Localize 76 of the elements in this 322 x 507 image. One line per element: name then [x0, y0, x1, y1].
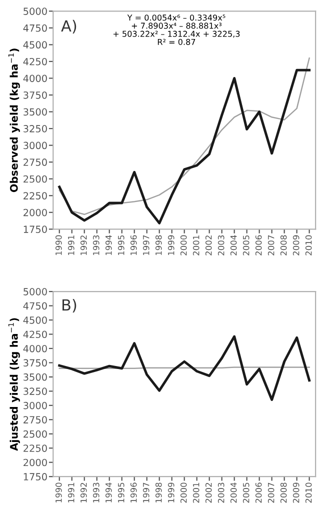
y-axis-title: Ajusted yield (kg ha$^{−1}$) — [8, 318, 20, 451]
y-tick-label: 3500 — [24, 373, 47, 381]
y-axis-title: Observed yield (kg ha$^{−1}$) — [8, 48, 20, 192]
x-tick-label: 2002 — [205, 236, 212, 256]
y-tick-label: 3500 — [24, 108, 47, 116]
y-tick-label: 3750 — [24, 91, 47, 99]
y-tick-label: 5000 — [24, 8, 47, 15]
x-tick-label: 2006 — [255, 235, 262, 256]
x-tick-label: 2007 — [268, 482, 274, 503]
y-tick-label: 2500 — [24, 430, 47, 438]
y-tick-label: 2000 — [24, 458, 47, 466]
x-tick-label: 1995 — [118, 235, 124, 256]
y-tick-label: 3250 — [24, 125, 47, 132]
y-tick-label: 4000 — [23, 344, 47, 352]
x-tick-label: 2005 — [242, 235, 250, 256]
x-tick-label: 2010 — [305, 235, 312, 256]
y-tick-label: 4500 — [23, 41, 47, 49]
x-tick-label: 1997 — [142, 235, 150, 256]
annotation: A) — [61, 20, 76, 34]
y-tick-label: 2250 — [24, 192, 47, 200]
x-tick-label: 2006 — [255, 482, 262, 503]
y-tick-label: 4750 — [23, 302, 47, 310]
x-tick-label: 2004 — [230, 482, 237, 503]
y-tick-label: 3250 — [24, 388, 47, 395]
y-tick-label: 4000 — [23, 74, 47, 82]
x-tick-label: 1994 — [105, 482, 112, 502]
x-tick-label: 2008 — [280, 235, 287, 256]
x-tick-label: 1999 — [168, 482, 174, 502]
y-tick-label: 3750 — [24, 359, 47, 367]
y-tick-label: 2250 — [24, 444, 47, 452]
x-tick-label: 1994 — [105, 235, 112, 256]
y-tick-label: 4250 — [23, 58, 47, 66]
x-tick-label: 1991 — [68, 235, 74, 256]
x-tick-label: 1997 — [142, 482, 150, 502]
y-tick-label: 2750 — [24, 416, 47, 424]
x-tick-label: 2005 — [242, 482, 250, 503]
x-tick-label: 1998 — [155, 482, 162, 502]
x-tick-label: 1993 — [92, 482, 100, 502]
line-series — [58, 335, 311, 401]
y-tick-label: 3000 — [24, 402, 47, 410]
x-tick-label: 2007 — [268, 235, 274, 256]
y-tick-label: 5000 — [24, 288, 47, 296]
y-tick-label: 1750 — [24, 226, 47, 233]
y-tick-label: 2500 — [24, 175, 47, 183]
x-tick-label: 2003 — [218, 482, 224, 503]
x-tick-label: 2010 — [305, 482, 312, 503]
x-tick-label: 2001 — [192, 235, 200, 256]
x-tick-label: 2008 — [280, 482, 287, 503]
x-tick-label: 1996 — [130, 482, 137, 502]
x-tick-label: 1992 — [80, 482, 87, 502]
x-tick-label: 1999 — [168, 235, 174, 256]
x-tick-label: 1990 — [55, 235, 62, 256]
y-tick-label: 4500 — [23, 316, 47, 324]
x-tick-label: 1991 — [68, 482, 74, 502]
x-tick-label: 1990 — [55, 482, 62, 502]
x-tick-label: 2000 — [180, 235, 187, 256]
y-tick-label: 4250 — [23, 330, 47, 338]
annotation: Y = 0.0054x⁶ – 0.3349x⁵ + 7.8903x⁴ – 88.881x³ + 503.22x² – 1312.4x + 3225,3 R² = 0.87 — [114, 14, 240, 45]
y-tick-label: 3000 — [24, 142, 47, 150]
x-tick-label: 2001 — [192, 482, 200, 503]
x-tick-label: 2009 — [292, 235, 300, 256]
x-tick-label: 1995 — [118, 482, 124, 502]
x-tick-label: 2003 — [218, 235, 224, 256]
x-tick-label: 2004 — [230, 235, 237, 256]
x-tick-label: 2002 — [205, 482, 212, 503]
x-tick-label: 1993 — [92, 235, 100, 256]
y-tick-label: 4750 — [23, 24, 47, 32]
x-tick-label: 1998 — [155, 235, 162, 256]
annotation: B) — [62, 298, 76, 313]
y-tick-label: 2000 — [24, 208, 47, 216]
x-tick-label: 2009 — [292, 482, 300, 503]
x-tick-label: 1996 — [130, 235, 137, 256]
y-tick-label: 2750 — [24, 158, 47, 166]
x-tick-label: 1992 — [80, 236, 87, 256]
x-tick-label: 2000 — [180, 482, 187, 503]
y-tick-label: 1750 — [24, 473, 47, 480]
